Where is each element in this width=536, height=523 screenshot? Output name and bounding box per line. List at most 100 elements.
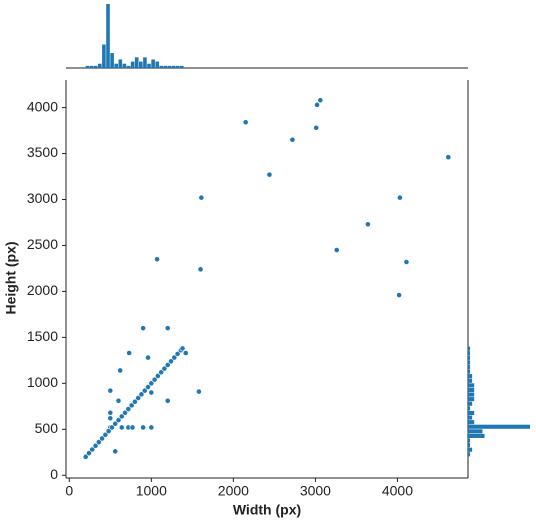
scatter-point [171,354,178,361]
scatter-point [365,221,371,228]
scatter-point [132,398,138,405]
scatter-point [313,124,320,131]
hist-bar [155,61,160,68]
hist-bar [468,355,471,360]
scatter-point [135,395,142,401]
hist-bar [89,65,94,68]
scatter-point [197,266,204,273]
scatter-point [145,354,151,361]
hist-bar [468,378,473,383]
scatter-point [148,389,155,396]
hist-bar [468,351,471,356]
hist-bar [175,65,180,68]
scatter-point [182,350,189,356]
scatter-point [115,417,122,423]
hist-bar [85,65,90,68]
hist-bar [110,53,114,68]
scatter-point [128,402,135,409]
scatter-point [107,387,114,394]
hist-bar [114,63,119,68]
hist-bar [159,65,164,68]
hist-bar [139,61,143,68]
hist-bar [468,401,473,406]
scatter-point [86,450,92,457]
scatter-point [198,194,205,201]
hist-bar [147,63,151,68]
scatter-point [112,420,119,427]
scatter-point [242,119,249,126]
x-tick-label: 0 [65,483,73,499]
hist-bar [468,443,471,448]
scatter-point [141,387,148,394]
x-tick-label: 3000 [300,483,331,499]
y-tick-label: 3000 [27,190,58,206]
hist-bar [468,438,471,443]
scatter-point [396,292,402,298]
scatter-point [102,431,109,438]
hist-bar [143,57,147,68]
scatter-point [129,424,136,431]
hist-bar [468,397,475,402]
hist-bar [180,65,184,68]
scatter-point [105,428,112,435]
hist-bar [171,65,176,68]
scatter-point [145,384,151,390]
hist-bar [468,383,475,388]
hist-bar [468,406,471,411]
hist-bar [126,65,131,68]
x-tick-label: 2000 [218,483,249,499]
scatter-point [126,350,133,356]
scatter-point [174,351,181,357]
hist-bar [468,415,473,420]
y-tick-label: 4000 [27,98,58,114]
scatter-point [196,388,202,395]
x-tick-label: 4000 [382,483,413,499]
scatter-point [82,453,89,460]
scatter-point [148,424,155,431]
scatter-point [148,380,155,387]
scatter-point [164,325,171,332]
scatter-point [138,391,145,398]
hist-bar [468,429,483,434]
y-tick-label: 0 [50,466,58,482]
scatter-point [112,448,119,455]
y-tick-label: 3500 [27,144,58,160]
scatter-point [317,97,324,104]
hist-bar [468,360,471,365]
hist-bar [134,57,139,68]
scatter-point [158,369,165,376]
hist-bar [468,387,475,393]
scatter-point [107,409,114,416]
scatter-point [403,259,410,265]
y-tick-label: 1000 [27,374,58,390]
hist-bar [118,59,123,68]
scatter-point [107,415,114,422]
hist-bar [93,65,98,68]
y-axis-title: Height (px) [3,241,19,314]
scatter-point [154,256,160,263]
y-tick-label: 2500 [27,236,58,252]
scatter-point [164,397,171,404]
hist-bar [468,369,471,374]
scatter-point [397,194,403,201]
scatter-point [289,136,296,143]
scatter-point [99,435,105,442]
hist-bar [163,65,168,68]
scatter-point [151,376,158,383]
hist-bar [468,392,475,397]
y-tick-label: 1500 [27,328,58,344]
hist-bar [468,374,473,379]
y-tick-label: 2000 [27,282,58,298]
scatter-point [118,413,125,420]
hist-bar [468,420,475,425]
scatter-point [333,247,340,253]
x-tick-label: 1000 [136,483,167,499]
hist-bar [468,364,471,370]
scatter-point [95,439,102,446]
scatter-point [89,446,96,453]
hist-bar [468,447,473,452]
scatter-point [168,358,174,365]
hist-bar [167,65,172,68]
scatter-point [125,406,132,412]
